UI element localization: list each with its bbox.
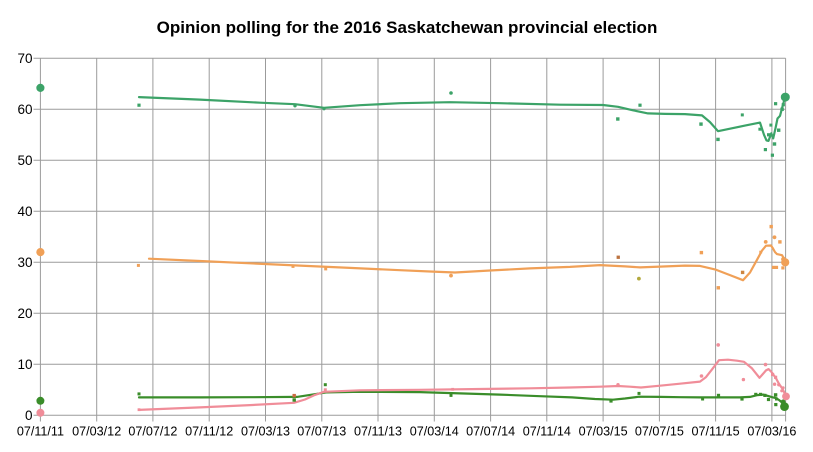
svg-text:07/03/14: 07/03/14 [410,425,459,439]
svg-text:07/11/12: 07/11/12 [185,425,233,439]
svg-text:07/07/15: 07/07/15 [635,425,684,439]
svg-text:Opinion polling for the 2016 S: Opinion polling for the 2016 Saskatchewa… [157,18,658,37]
svg-text:07/07/12: 07/07/12 [128,425,177,439]
svg-text:40: 40 [17,204,32,219]
svg-text:07/03/12: 07/03/12 [72,425,121,439]
svg-text:10: 10 [17,357,32,372]
svg-text:07/03/15: 07/03/15 [579,425,628,439]
svg-text:07/11/15: 07/11/15 [692,425,740,439]
svg-text:70: 70 [17,51,32,66]
svg-text:07/07/14: 07/07/14 [466,425,515,439]
svg-text:0: 0 [25,408,33,423]
svg-text:07/11/11: 07/11/11 [17,425,64,439]
svg-text:30: 30 [17,255,32,270]
svg-text:07/07/13: 07/07/13 [297,425,346,439]
svg-text:07/11/13: 07/11/13 [354,425,402,439]
svg-text:07/03/16: 07/03/16 [747,425,796,439]
svg-text:60: 60 [17,102,32,117]
svg-text:07/03/13: 07/03/13 [241,425,290,439]
svg-text:07/11/14: 07/11/14 [523,425,571,439]
svg-text:20: 20 [17,306,32,321]
svg-text:50: 50 [17,153,32,168]
